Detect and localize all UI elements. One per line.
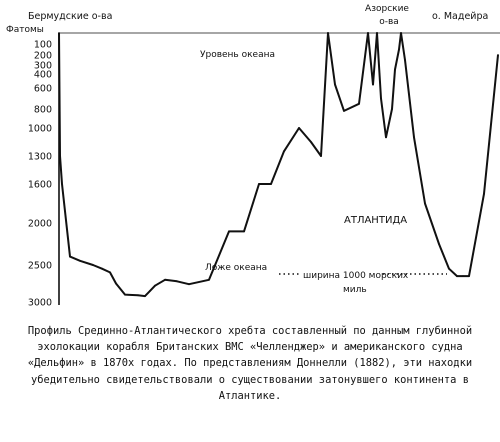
profile-point — [320, 155, 322, 157]
profile-point — [144, 295, 146, 297]
profile-point — [61, 183, 63, 185]
y-tick-label: 600 — [34, 84, 52, 95]
label-bermuda: Бермудские о-ва — [28, 11, 112, 22]
profile-point — [456, 275, 458, 277]
profile-point — [310, 141, 312, 143]
profile-point — [164, 278, 166, 281]
profile-point — [79, 259, 81, 262]
profile-point — [137, 294, 139, 297]
y-tick-label: 2000 — [28, 219, 52, 230]
y-tick-label: 3000 — [28, 298, 52, 309]
profile-point — [400, 32, 402, 34]
annotation-width-line2: миль — [343, 285, 367, 295]
annotation-width-line1: ширина 1000 морских — [303, 271, 409, 281]
profile-point — [283, 150, 285, 153]
profile-point — [124, 293, 126, 296]
profile-point — [327, 32, 329, 34]
profile-point — [58, 32, 60, 34]
profile-point — [358, 102, 360, 105]
profile-point — [228, 230, 230, 233]
profile-point — [188, 283, 190, 286]
profile-point — [149, 290, 151, 292]
profile-point — [483, 192, 485, 195]
profile-point — [298, 127, 300, 129]
label-madeira: о. Мадейра — [432, 11, 488, 22]
figure-caption: Профиль Срединно-Атлантического хребта с… — [27, 325, 473, 402]
profile-point — [380, 97, 382, 100]
profile-layer — [58, 32, 499, 298]
y-tick-label: 200 — [34, 51, 52, 62]
profile-point — [258, 183, 260, 185]
y-tick-label: 1000 — [28, 124, 52, 135]
y-tick-label: 400 — [34, 70, 52, 81]
profile-point — [154, 284, 156, 287]
label-azores-line2: о-ва — [379, 17, 399, 27]
profile-point — [92, 264, 94, 266]
profile-point — [497, 54, 499, 56]
profile-point — [367, 32, 369, 34]
profile-point — [334, 83, 336, 86]
y-unit-label: Фатомы — [6, 25, 44, 35]
profile-point — [59, 155, 61, 157]
profile-point — [243, 230, 245, 233]
profile-point — [462, 275, 464, 277]
y-tick-label: 1300 — [28, 152, 52, 163]
profile-point — [391, 108, 393, 110]
profile-point — [176, 280, 178, 283]
profile-point — [101, 267, 103, 270]
y-tick-label: 800 — [34, 105, 52, 116]
profile-point — [109, 271, 111, 274]
profile-point — [372, 83, 374, 86]
profile-point — [398, 48, 400, 51]
profile-point — [208, 278, 210, 281]
annotation-ocean-floor: Ложе океана — [205, 263, 267, 273]
y-tick-label: 100 — [34, 40, 52, 51]
profile-point — [438, 243, 440, 245]
label-azores-line1: Азорские — [365, 4, 409, 14]
profile-point — [69, 255, 71, 258]
profile-point — [424, 202, 426, 205]
profile-point — [404, 59, 406, 61]
profile-point — [385, 136, 387, 139]
annotation-atlantis: АТЛАНТИДА — [344, 215, 407, 226]
y-tick-label: 1600 — [28, 180, 52, 191]
profile-point — [115, 282, 117, 285]
profile-point — [270, 183, 272, 185]
seafloor-profile-line — [58, 32, 499, 298]
profile-point — [343, 110, 345, 112]
profile-point — [448, 267, 450, 270]
y-tick-label: 300 — [34, 61, 52, 72]
annotation-ocean-level: Уровень океана — [200, 50, 275, 60]
profile-point — [468, 275, 470, 277]
profile-point — [394, 68, 396, 71]
profile-point — [413, 136, 415, 139]
y-tick-label: 2500 — [28, 261, 52, 272]
profile-point — [376, 32, 378, 34]
